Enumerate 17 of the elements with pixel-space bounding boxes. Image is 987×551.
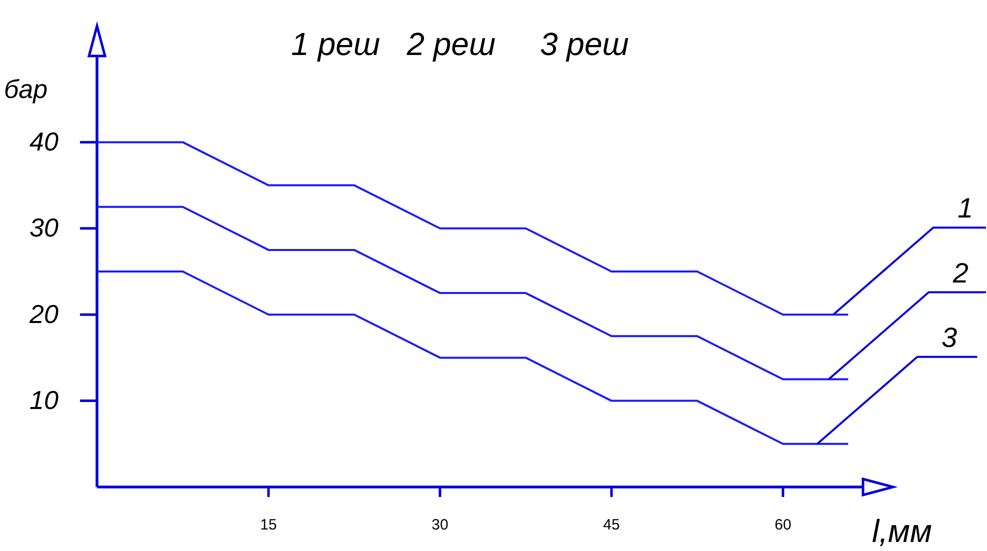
line-series [96,270,850,445]
y-tick-label: 40 [30,126,59,157]
x-tick-label: 30 [432,516,448,534]
y-tick-label: 20 [28,298,59,329]
x-axis-title: l,мм [872,513,932,549]
y-tick-label: 10 [30,385,59,416]
y-tick-label: 30 [30,212,59,243]
y-axis-title: бар [4,74,48,104]
x-tick-label: 45 [603,516,620,534]
x-tick-label: 15 [260,516,277,534]
annotation: 2 [952,257,969,288]
line-series [96,206,850,380]
annotation: 1 [957,192,974,224]
x-tick-label: 60 [774,516,792,534]
line-series [96,141,850,316]
chart-title: 1 реш 2 реш 3 реш [291,26,629,62]
annotation: 3 [941,322,958,353]
